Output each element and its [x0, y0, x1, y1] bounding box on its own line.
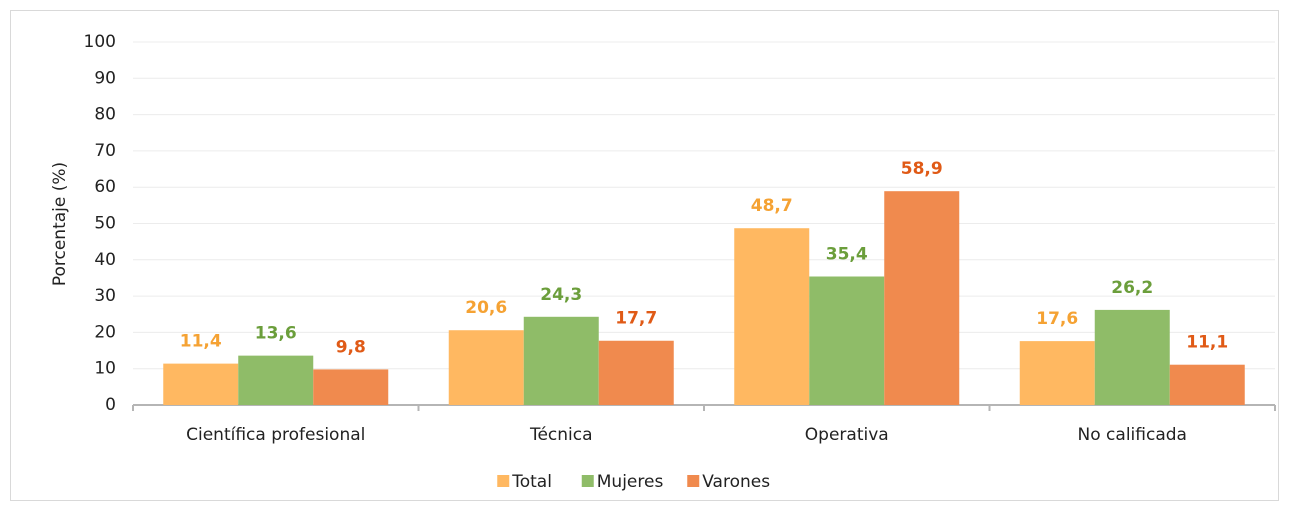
value-label: 11,4: [180, 332, 222, 352]
value-label: 11,1: [1186, 333, 1228, 353]
value-label: 20,6: [465, 298, 507, 318]
bar: [598, 340, 674, 405]
y-tick-label: 20: [94, 322, 116, 342]
y-axis-label: Porcentaje (%): [50, 162, 70, 286]
y-tick-label: 100: [84, 32, 116, 52]
legend-swatch: [687, 475, 700, 487]
y-tick-label: 90: [94, 68, 116, 88]
bar: [1019, 341, 1095, 405]
bar: [523, 316, 599, 405]
y-tick-label: 40: [94, 250, 116, 270]
bar: [313, 369, 389, 405]
value-label: 13,6: [255, 324, 297, 344]
bar: [1094, 309, 1170, 405]
bar: [163, 363, 239, 405]
value-label: 9,8: [336, 337, 366, 357]
bar: [448, 330, 524, 405]
value-label: 17,6: [1036, 309, 1078, 329]
value-label: 24,3: [540, 285, 582, 305]
y-tick-label: 70: [94, 141, 116, 161]
y-tick-label: 0: [105, 395, 116, 415]
y-tick-label: 80: [94, 105, 116, 125]
value-label: 26,2: [1111, 278, 1153, 298]
legend-label: Varones: [702, 472, 770, 492]
y-tick-label: 30: [94, 286, 116, 306]
y-tick-label: 50: [94, 214, 116, 234]
bar: [238, 355, 314, 405]
x-tick-label: Científica profesional: [186, 425, 365, 445]
bar: [809, 276, 885, 405]
value-label: 35,4: [826, 244, 868, 264]
chart-frame: [10, 10, 1279, 501]
bar: [884, 191, 960, 405]
y-tick-label: 10: [94, 359, 116, 379]
x-tick-label: Operativa: [805, 425, 889, 445]
value-label: 17,7: [615, 309, 657, 329]
legend-swatch: [497, 475, 510, 487]
y-tick-label: 60: [94, 177, 116, 197]
legend-label: Total: [511, 472, 552, 492]
legend-label: Mujeres: [597, 472, 664, 492]
value-label: 48,7: [751, 196, 793, 216]
legend-swatch: [581, 475, 594, 487]
value-label: 58,9: [901, 159, 943, 179]
x-tick-label: No calificada: [1078, 425, 1187, 445]
x-tick-label: Técnica: [529, 425, 593, 445]
bar: [734, 228, 810, 405]
bar: [1169, 364, 1245, 405]
